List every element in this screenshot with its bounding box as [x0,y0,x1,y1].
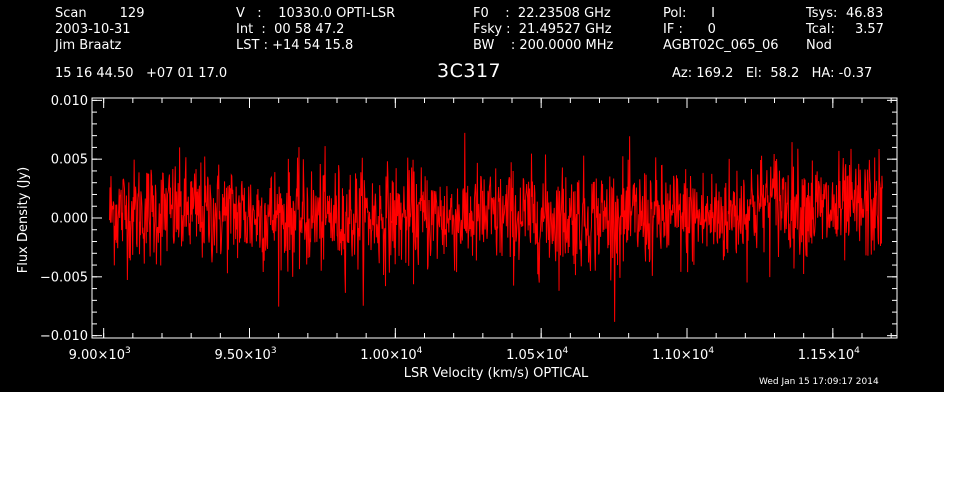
y-axis-label: Flux Density (Jy) [16,167,31,273]
tick-label-group: −0.010 −0.005 0.000 0.005 0.010 9.00×103 9.50×… [40,94,860,363]
pol-label: Pol: I [663,6,715,21]
observer-label: Jim Braatz [55,38,122,53]
tsys-value: 46.83 [846,6,884,21]
source-title: 3C317 [437,60,502,82]
x-axis-label: LSR Velocity (km/s) OPTICAL [404,366,589,381]
fsky-label: Fsky : 21.49527 GHz [473,22,612,37]
f0-label: F0 : 22.23508 GHz [473,6,611,21]
tick-group [92,98,897,338]
spectrum-trace [109,132,883,322]
x-tick-label: 9.50×103 [214,346,276,363]
x-tick-label: 1.15×104 [798,346,860,363]
y-tick-label: −0.010 [40,329,88,344]
y-tick-label: 0.010 [51,94,88,109]
spectrum-chart: −0.010 −0.005 0.000 0.005 0.010 9.00×103 9.50×… [16,94,898,381]
tsys-label: Tsys: [806,6,838,21]
x-tick-label: 9.00×103 [69,346,131,363]
lst-label: LST : +14 54 15.8 [236,38,354,53]
if-label: IF : 0 [663,22,716,37]
x-tick-label: 1.00×104 [360,346,422,363]
x-tick-label: 1.10×104 [652,346,714,363]
integration-label: Int : 00 58 47.2 [236,22,345,37]
x-tick-label: 1.05×104 [506,346,568,363]
scan-label: Scan 129 [55,6,145,21]
y-tick-label: −0.005 [40,270,88,285]
velocity-label: V : 10330.0 OPTI-LSR [236,6,396,21]
source-coords: 15 16 44.50 +07 01 17.0 [55,66,228,81]
y-tick-label: 0.005 [51,153,88,168]
plot-panel [0,0,944,392]
project-label: AGBT02C_065_06 [663,38,779,53]
procedure-label: Nod [806,38,832,53]
tcal-label: Tcal: [806,22,835,37]
pointing-info: Az: 169.2 El: 58.2 HA: -0.37 [672,66,873,81]
bandwidth-label: BW : 200.0000 MHz [473,38,614,53]
y-tick-label: 0.000 [51,212,88,227]
date-label: 2003-10-31 [55,22,131,37]
timestamp: Wed Jan 15 17:09:17 2014 [759,377,879,387]
tcal-value: 3.57 [855,22,884,37]
